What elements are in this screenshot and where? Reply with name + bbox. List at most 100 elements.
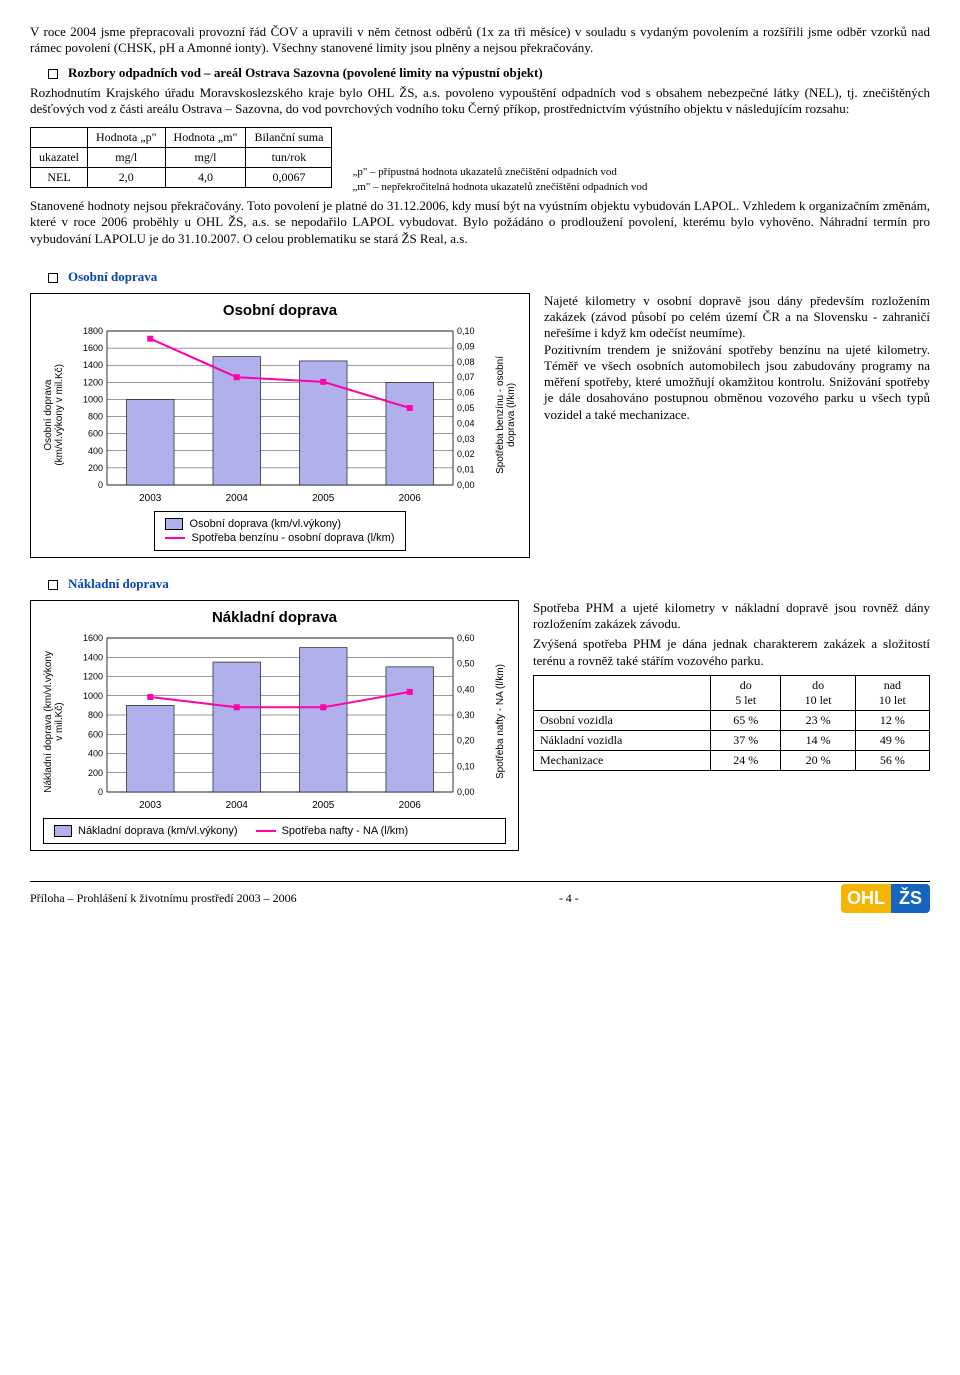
th: Hodnota „m" (165, 128, 246, 148)
td: NEL (31, 168, 88, 188)
td: Mechanizace (534, 750, 711, 770)
bullet-square-icon (48, 69, 58, 79)
svg-text:0,00: 0,00 (457, 480, 475, 490)
svg-text:1800: 1800 (83, 326, 103, 336)
page-footer: Příloha – Prohlášení k životnímu prostře… (30, 881, 930, 913)
table-notes: „p" – přípustná hodnota ukazatelů znečiš… (352, 165, 647, 194)
y2-axis-label: Spotřeba benzínu - osobní doprava (l/km) (495, 356, 517, 474)
line-marker-icon (147, 335, 153, 341)
svg-text:600: 600 (88, 729, 103, 739)
logo-zs: ŽS (891, 884, 930, 913)
svg-text:600: 600 (88, 428, 103, 438)
legend-line-label: Spotřeba benzínu - osobní doprava (l/km) (191, 532, 394, 544)
bullet-square-icon (48, 273, 58, 283)
note-p: „p" – přípustná hodnota ukazatelů znečiš… (352, 165, 647, 179)
svg-text:0,08: 0,08 (457, 357, 475, 367)
y1-axis-label: Osobní doprava (km/vl.výkony v mil.Kč) (43, 364, 65, 466)
td: mg/l (165, 148, 246, 168)
svg-text:0,04: 0,04 (457, 418, 475, 428)
table-row: Hodnota „p" Hodnota „m" Bilanční suma (31, 128, 332, 148)
personal-chart: Osobní doprava (km/vl.výkony v mil.Kč) 0 2… (43, 325, 517, 505)
svg-text:0,01: 0,01 (457, 464, 475, 474)
svg-text:0,05: 0,05 (457, 403, 475, 413)
freight-text-1: Spotřeba PHM a ujeté kilometry v nákladn… (533, 600, 930, 633)
svg-text:200: 200 (88, 463, 103, 473)
legend-row: Osobní doprava (km/vl.výkony) (165, 518, 394, 530)
svg-text:0,10: 0,10 (457, 761, 475, 771)
svg-text:0: 0 (98, 480, 103, 490)
chart-bar (213, 662, 261, 792)
paragraph-3: Stanovené hodnoty nejsou překračovány. T… (30, 198, 930, 247)
svg-text:2006: 2006 (399, 800, 422, 811)
y2-axis-label: Spotřeba nafty - NA (l/km) (495, 664, 506, 779)
svg-text:400: 400 (88, 446, 103, 456)
svg-text:0,07: 0,07 (457, 372, 475, 382)
svg-text:0,60: 0,60 (457, 633, 475, 643)
td: 37 % (710, 730, 781, 750)
svg-text:1600: 1600 (83, 343, 103, 353)
table-row: NEL 2,0 4,0 0,0067 (31, 168, 332, 188)
svg-text:800: 800 (88, 710, 103, 720)
chart-line (150, 338, 410, 407)
svg-text:1200: 1200 (83, 377, 103, 387)
td: 65 % (710, 710, 781, 730)
chart-svg: 020040060080010001200140016000,000,100,2… (65, 632, 495, 812)
th (31, 128, 88, 148)
table-row: Osobní vozidla65 %23 %12 % (534, 710, 930, 730)
intro-paragraph-1: V roce 2004 jsme přepracovali provozní ř… (30, 24, 930, 57)
th (534, 675, 711, 710)
line-marker-icon (407, 405, 413, 411)
line-marker-icon (320, 704, 326, 710)
line-swatch-icon (256, 830, 276, 832)
svg-text:1200: 1200 (83, 671, 103, 681)
td: Osobní vozidla (534, 710, 711, 730)
svg-text:2004: 2004 (226, 800, 249, 811)
chart-bar (126, 705, 174, 792)
th: Hodnota „p" (87, 128, 165, 148)
td: 20 % (781, 750, 855, 770)
freight-chart-title: Nákladní doprava (43, 609, 506, 626)
td: 49 % (855, 730, 929, 750)
svg-text:2003: 2003 (139, 493, 162, 504)
footer-left: Příloha – Prohlášení k životnímu prostře… (30, 891, 297, 906)
svg-text:0,09: 0,09 (457, 341, 475, 351)
table-row: Nákladní vozidla37 %14 %49 % (534, 730, 930, 750)
personal-chart-legend: Osobní doprava (km/vl.výkony) Spotřeba b… (154, 511, 405, 551)
line-marker-icon (320, 379, 326, 385)
limits-table: Hodnota „p" Hodnota „m" Bilanční suma uk… (30, 127, 332, 188)
svg-text:0,20: 0,20 (457, 735, 475, 745)
chart-bar (299, 647, 347, 791)
td: 0,0067 (246, 168, 332, 188)
svg-text:0,50: 0,50 (457, 658, 475, 668)
svg-text:0,03: 0,03 (457, 434, 475, 444)
th: do5 let (710, 675, 781, 710)
note-m: „m" – nepřekročitelná hodnota ukazatelů … (352, 180, 647, 194)
bullet-rozbory: Rozbory odpadních vod – areál Ostrava Sa… (48, 65, 930, 81)
svg-text:400: 400 (88, 748, 103, 758)
svg-text:1000: 1000 (83, 394, 103, 404)
bullet-personal-text: Osobní doprava (68, 269, 157, 285)
legend-bar-label: Osobní doprava (km/vl.výkony) (189, 518, 341, 530)
freight-text-2: Zvýšená spotřeba PHM je dána jednak char… (533, 636, 930, 669)
table-row: do5 let do10 let nad10 let (534, 675, 930, 710)
td: 4,0 (165, 168, 246, 188)
table-row: Mechanizace24 %20 %56 % (534, 750, 930, 770)
svg-text:0: 0 (98, 787, 103, 797)
freight-chart-box: Nákladní doprava Nákladní doprava (km/vl… (30, 600, 519, 851)
svg-text:800: 800 (88, 411, 103, 421)
td: 2,0 (87, 168, 165, 188)
ohl-zs-logo: OHL ŽS (841, 884, 930, 913)
svg-text:2004: 2004 (226, 493, 249, 504)
line-marker-icon (234, 704, 240, 710)
td: mg/l (87, 148, 165, 168)
bullet-rozbory-text: Rozbory odpadních vod – areál Ostrava Sa… (68, 65, 543, 81)
chart-bar (386, 667, 434, 792)
line-marker-icon (234, 374, 240, 380)
bullet-freight-text: Nákladní doprava (68, 576, 169, 592)
td: tun/rok (246, 148, 332, 168)
legend-row: Spotřeba benzínu - osobní doprava (l/km) (165, 532, 394, 544)
td: 56 % (855, 750, 929, 770)
chart-svg: 0200400600800100012001400160018000,000,0… (65, 325, 495, 505)
bullet-personal: Osobní doprava (48, 269, 930, 285)
svg-text:200: 200 (88, 768, 103, 778)
